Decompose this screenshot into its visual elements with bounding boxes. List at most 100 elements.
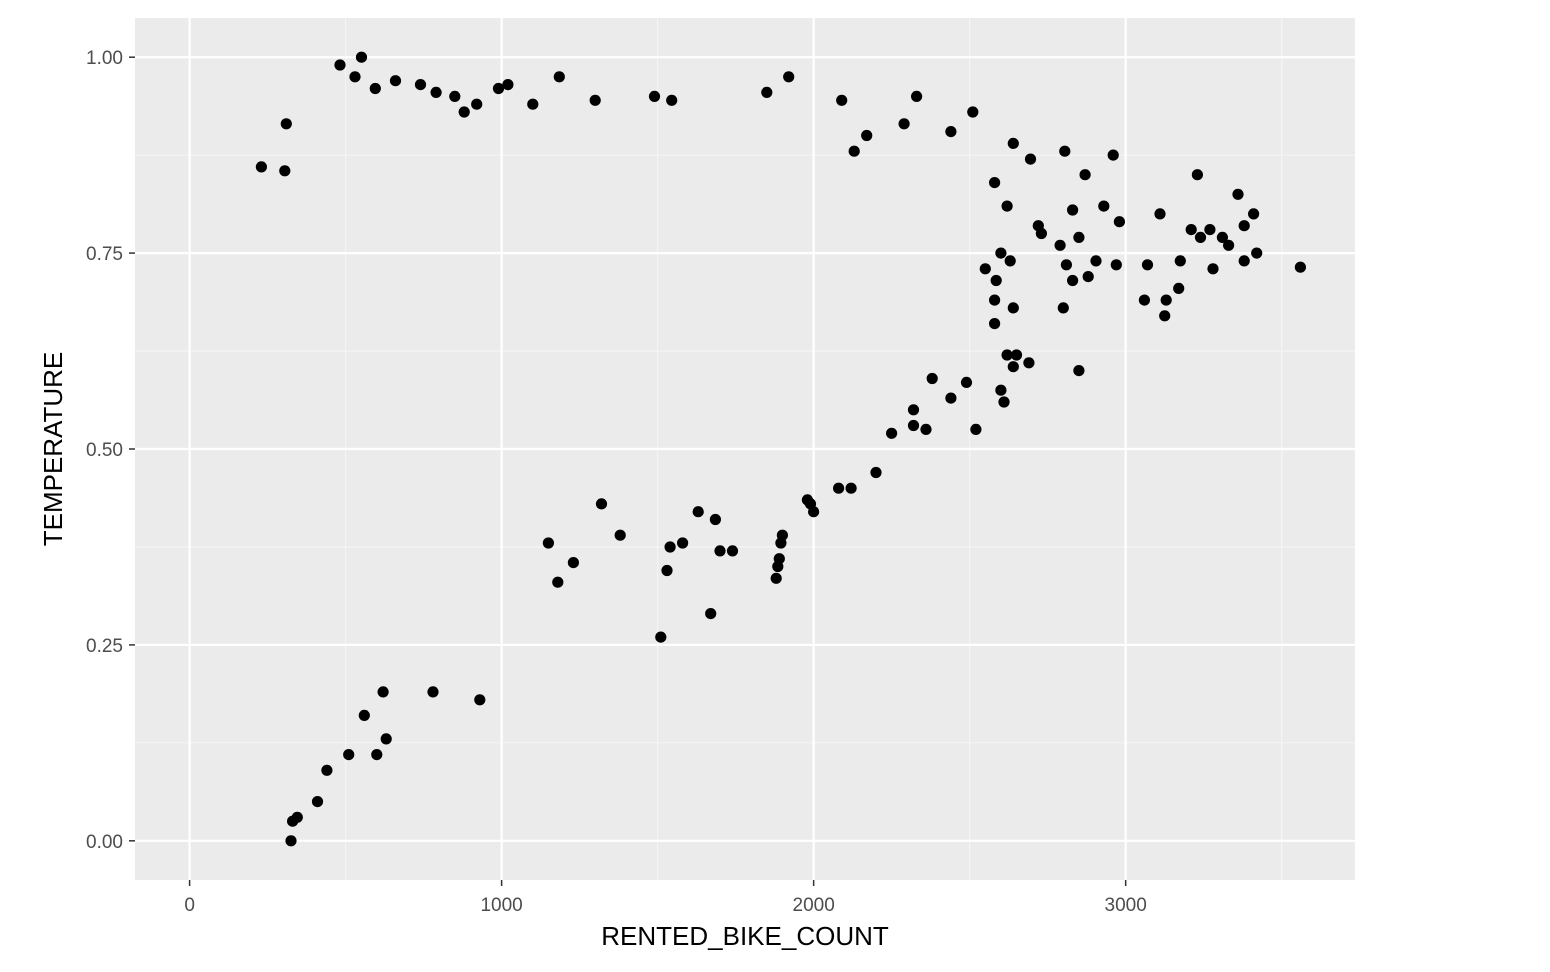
y-axis-ticks: 0.00 0.25 0.50 0.75 1.00 [86,48,135,853]
data-point [772,560,784,573]
data-point [471,98,483,110]
data-point [960,376,973,388]
data-point [907,404,920,416]
data-point [1207,263,1219,275]
data-point [1216,231,1228,243]
data-point [705,608,717,620]
data-point [1024,153,1037,165]
x-tick-label: 2000 [793,895,835,916]
data-point [1191,169,1203,181]
data-point [989,294,1001,306]
data-point [770,572,782,584]
data-point [1294,261,1306,273]
data-point [474,694,486,706]
x-axis-title: RENTED_BIKE_COUNT [601,921,889,951]
data-point [1057,302,1069,314]
data-point [1110,259,1122,271]
data-point [709,513,722,526]
data-point [527,98,539,110]
x-tick-label: 1000 [480,895,522,916]
data-point [989,177,1001,189]
data-point [595,498,608,510]
data-point [945,126,957,138]
x-tick-label: 0 [184,895,195,916]
data-point [1035,227,1047,240]
data-point [775,537,787,549]
data-point [287,815,299,827]
x-tick-label: 3000 [1105,895,1147,916]
data-point [389,75,402,87]
data-point [801,494,814,506]
data-point [995,247,1007,259]
data-point [414,79,427,91]
data-point [911,90,923,102]
data-point [1010,349,1023,361]
data-point [1223,239,1235,251]
data-point [358,709,370,722]
data-point [1079,169,1091,181]
data-point [1098,200,1110,212]
data-point [430,86,442,98]
data-point [714,545,726,557]
data-point [1060,259,1072,271]
data-point [907,419,920,432]
data-point [279,165,291,177]
data-point [726,545,739,557]
grid-lines [135,18,1355,880]
data-point [1082,271,1094,283]
data-point [1004,255,1016,267]
data-point [845,482,857,494]
data-point [1073,231,1085,243]
data-point [833,482,845,494]
data-point [355,51,368,63]
data-point [970,423,982,435]
data-point [567,557,580,569]
data-point [371,749,383,761]
data-point [1113,216,1125,228]
data-point [761,86,773,98]
data-point [1001,349,1013,361]
data-point [1023,357,1035,369]
data-point [1238,220,1250,232]
data-point [1059,145,1071,157]
data-point [492,82,505,95]
data-point [458,106,470,118]
data-point [377,686,389,698]
data-point [1001,200,1013,212]
data-point [1159,310,1171,322]
data-point [1160,294,1172,306]
data-point [861,129,873,142]
data-points [255,51,1306,847]
data-point [285,835,297,847]
data-point [836,94,848,106]
y-tick-label: 0.00 [86,832,123,853]
data-point [369,82,381,95]
data-point [1204,224,1216,236]
data-point [848,145,860,157]
data-point [967,106,979,118]
data-point [989,318,1001,330]
data-point [553,71,565,83]
data-point [648,90,661,102]
data-point [1007,302,1019,314]
data-point [343,749,355,761]
data-point [920,423,932,435]
data-point [886,427,898,439]
data-point [783,71,795,83]
data-point [502,79,514,91]
data-point [542,537,555,549]
data-point [1007,137,1019,149]
data-point [979,263,991,275]
y-axis-title: TEMPERATURE [38,352,68,547]
data-point [990,274,1002,287]
data-point [380,733,392,745]
data-point [1067,204,1079,216]
x-axis-ticks: 0 1000 2000 3000 [184,880,1147,916]
y-tick-label: 1.00 [86,48,123,69]
y-tick-label: 0.50 [86,440,123,461]
data-point [898,118,910,130]
data-point [427,686,439,698]
data-point [1232,188,1244,200]
